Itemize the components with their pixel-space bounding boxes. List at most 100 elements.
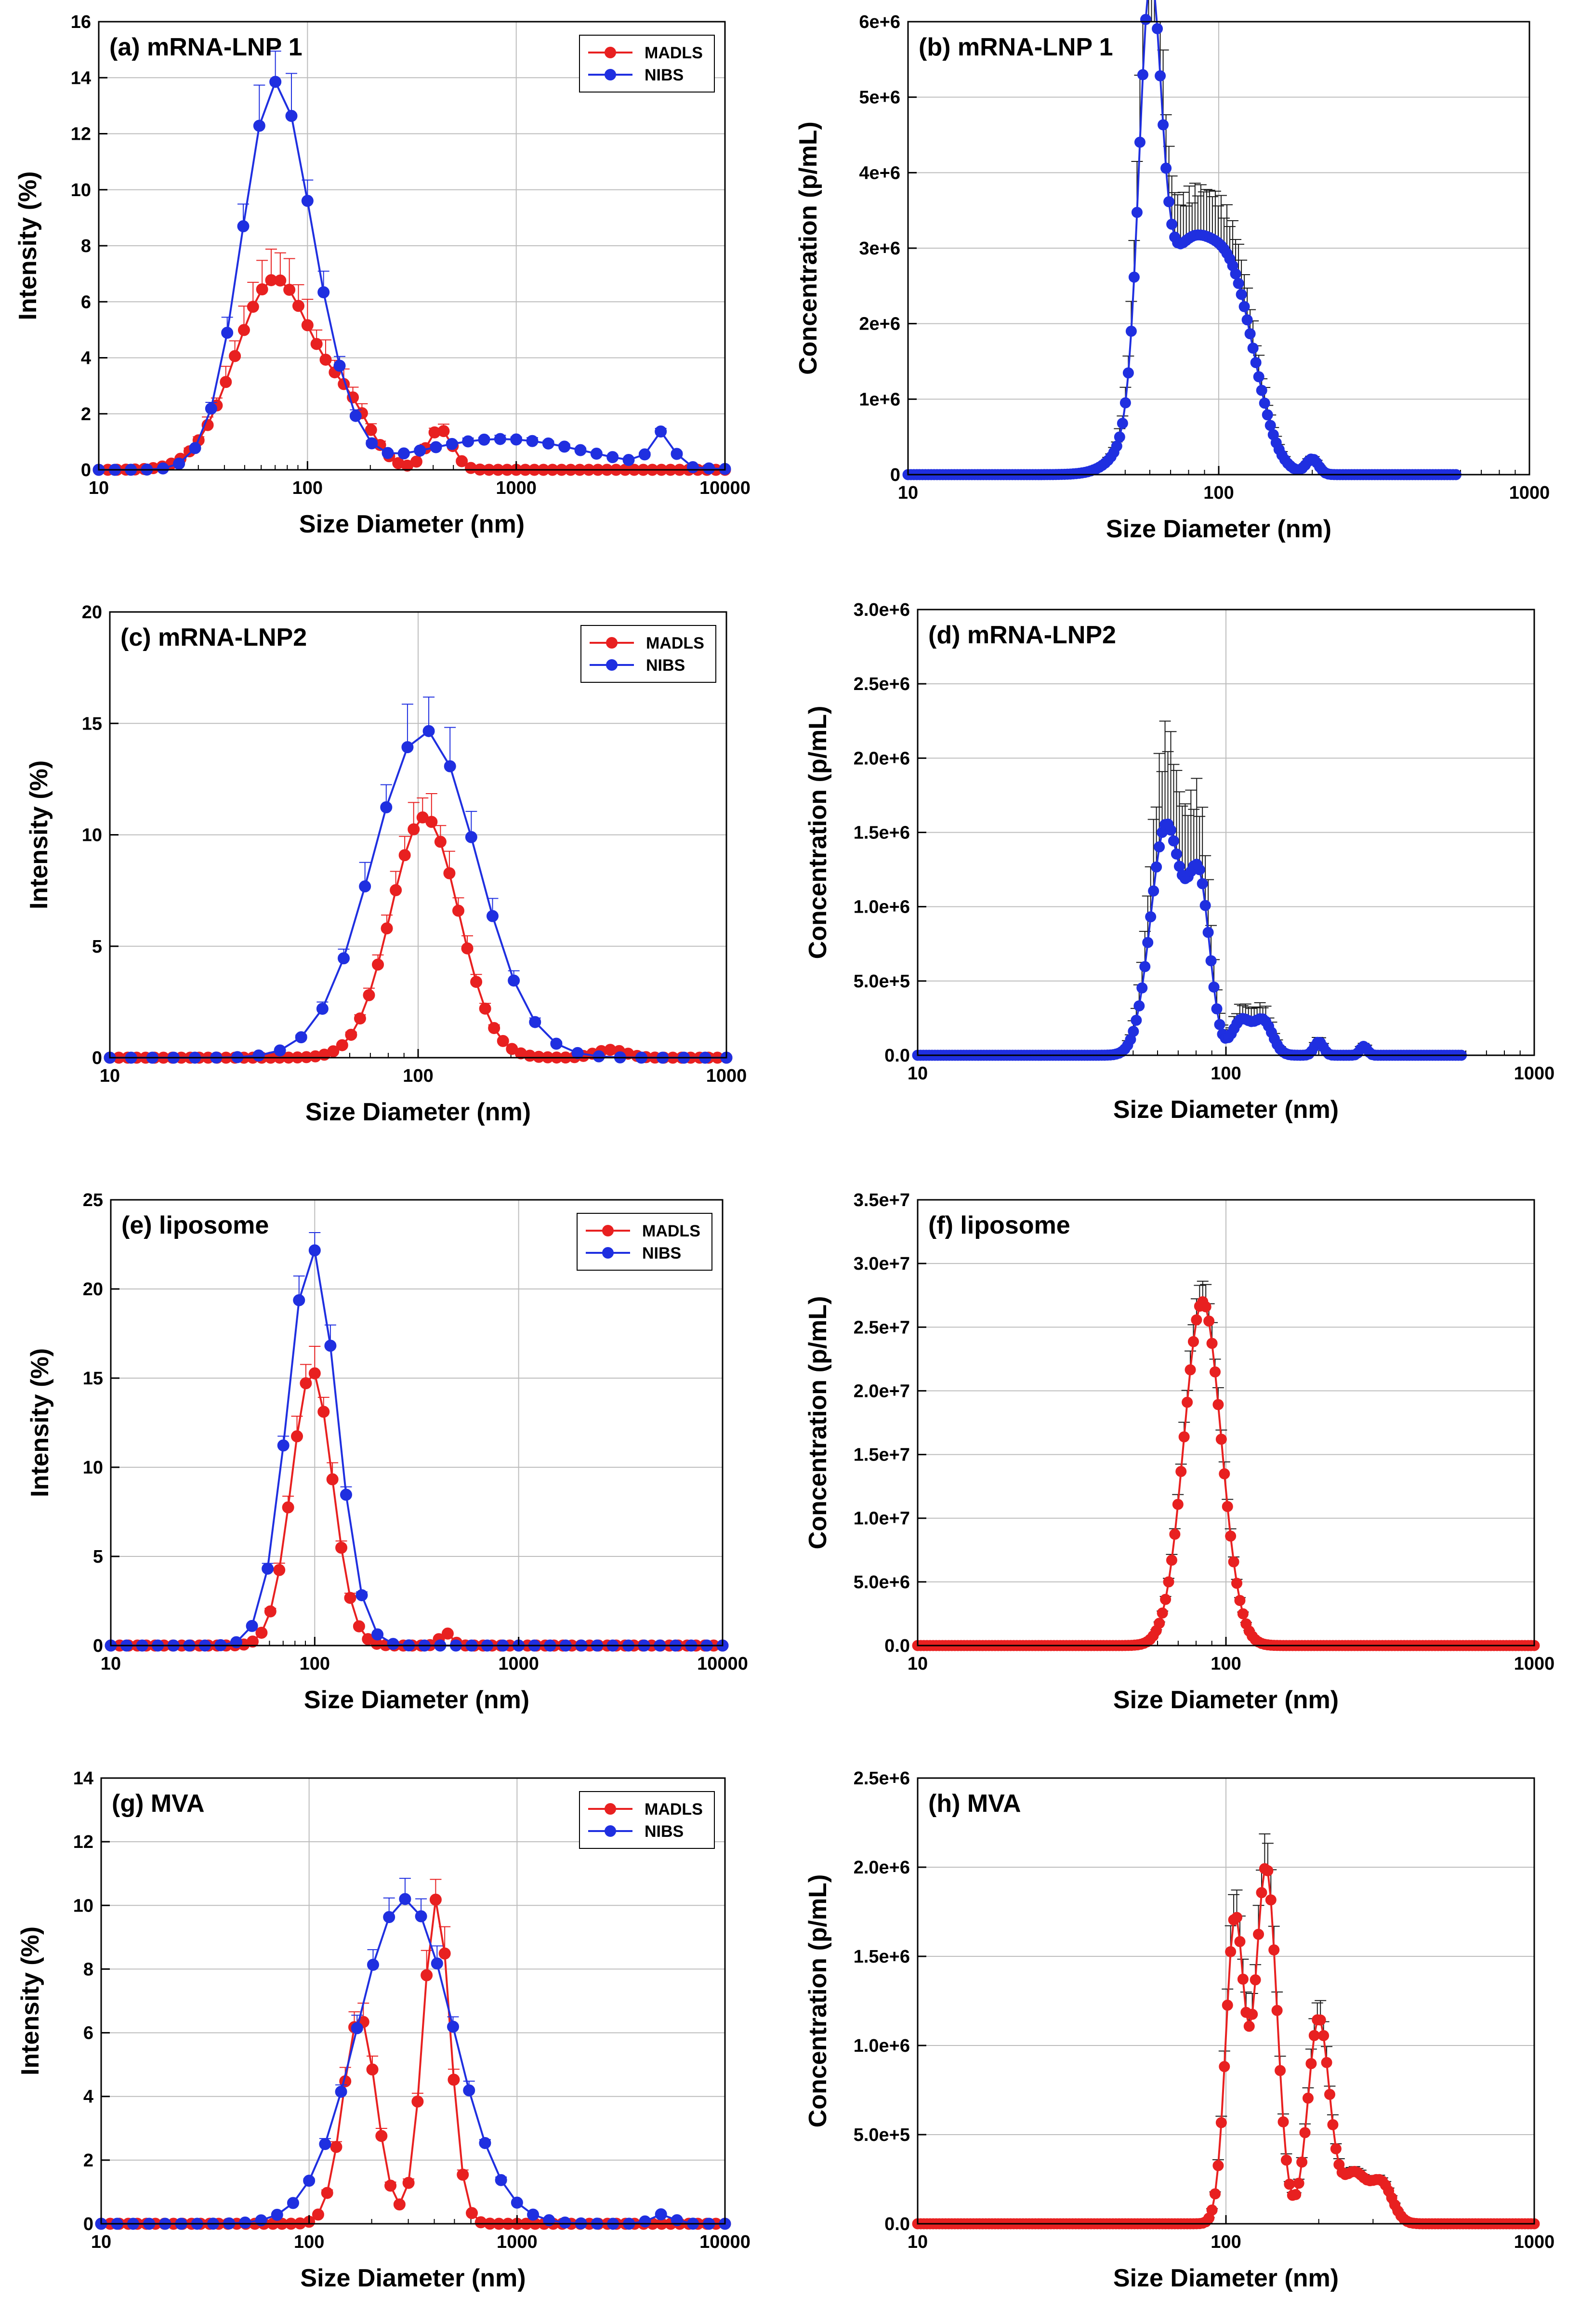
data-point xyxy=(1175,1466,1187,1477)
chart-panel-c: 10 100 1000 0 5 10 15 20 (c) mRNA-LNP2 Size Diame… xyxy=(25,602,747,1126)
y-tick-label: 1.0e+6 xyxy=(854,2036,910,2056)
data-point xyxy=(421,1969,433,1981)
y-tick-label: 5e+6 xyxy=(859,88,900,108)
data-point xyxy=(291,1430,303,1443)
chart-panel-d: 10 100 1000 0.0 5.0e+5 1.0e+6 1.5e+6 2.0e+6 2.5e… xyxy=(804,600,1554,1124)
data-point xyxy=(558,440,571,453)
data-point xyxy=(1199,900,1211,911)
data-point xyxy=(1140,13,1151,25)
x-tick-label: 1000 xyxy=(1514,1654,1555,1674)
x-tick-label: 10 xyxy=(908,1654,928,1674)
chart-panel-b: 10 100 1000 0 1e+6 2e+6 3e+6 4e+6 5e+6 6e+6 (b) mR… xyxy=(794,0,1550,543)
legend-box xyxy=(577,1213,712,1271)
data-point xyxy=(1253,371,1264,383)
data-point xyxy=(1117,418,1128,429)
data-point xyxy=(1247,2008,1258,2020)
y-tick-label: 0 xyxy=(92,1048,102,1068)
data-point xyxy=(344,1592,356,1604)
data-point xyxy=(1318,2030,1330,2041)
data-point xyxy=(384,2179,397,2192)
data-point xyxy=(1315,2014,1326,2026)
y-tick-label: 1e+6 xyxy=(859,389,900,410)
data-point xyxy=(1212,1399,1224,1410)
data-point xyxy=(1209,2188,1221,2200)
y-tick-label: 10 xyxy=(82,825,102,846)
data-point xyxy=(1187,1336,1199,1347)
data-point xyxy=(375,2130,388,2142)
data-point xyxy=(380,801,393,813)
data-point xyxy=(1208,982,1220,993)
y-axis-label: Intensity (%) xyxy=(16,1926,44,2075)
data-point xyxy=(295,1031,307,1044)
data-point xyxy=(1157,1607,1168,1619)
data-point xyxy=(1262,1865,1274,1876)
legend-marker xyxy=(602,1225,614,1236)
data-point xyxy=(173,457,185,470)
x-tick-label: 10 xyxy=(908,1063,928,1084)
x-tick-label: 100 xyxy=(1211,1654,1241,1674)
data-point xyxy=(300,1377,312,1390)
data-point xyxy=(1142,937,1154,948)
x-axis-label: Size Diameter (nm) xyxy=(1106,515,1331,543)
data-point xyxy=(1205,955,1217,967)
data-point xyxy=(1225,1946,1237,1957)
x-axis-label: Size Diameter (nm) xyxy=(300,2264,526,2292)
data-point xyxy=(359,880,371,893)
data-point xyxy=(264,1605,276,1618)
data-point xyxy=(317,286,330,299)
data-point xyxy=(686,461,699,473)
y-tick-label: 2.0e+6 xyxy=(854,1858,910,1878)
y-axis-label: Concentration (p/mL) xyxy=(804,1874,832,2128)
data-point xyxy=(510,433,523,446)
data-point xyxy=(1166,1554,1177,1566)
data-point xyxy=(1259,398,1270,409)
data-point xyxy=(1222,1999,1233,2011)
x-tick-label: 10000 xyxy=(699,478,750,498)
y-axis-label: Concentration (p/mL) xyxy=(804,1296,832,1550)
data-point xyxy=(1160,162,1172,174)
data-point xyxy=(1280,2154,1292,2166)
data-point xyxy=(1152,23,1163,34)
data-point xyxy=(1191,1314,1202,1326)
data-point xyxy=(282,1501,294,1514)
data-point xyxy=(1250,357,1262,368)
x-tick-label: 100 xyxy=(294,2232,324,2252)
x-tick-label: 10 xyxy=(101,1654,121,1674)
data-point xyxy=(411,2095,424,2108)
y-tick-label: 4 xyxy=(81,348,91,369)
data-point xyxy=(1137,69,1148,80)
data-point xyxy=(470,976,483,988)
y-tick-label: 2 xyxy=(83,2151,93,2171)
x-tick-label: 100 xyxy=(1203,483,1234,503)
y-tick-label: 6e+6 xyxy=(859,12,900,32)
data-point xyxy=(465,831,477,843)
data-point xyxy=(229,350,241,362)
data-point xyxy=(1168,835,1179,847)
data-point xyxy=(285,110,298,122)
data-point xyxy=(1293,2178,1304,2189)
x-tick-label: 1000 xyxy=(496,478,537,498)
legend-label-nibs: NIBS xyxy=(645,66,684,84)
y-tick-label: 4 xyxy=(83,2087,93,2107)
x-tick-label: 10000 xyxy=(697,1654,748,1674)
data-point xyxy=(247,301,259,313)
data-point xyxy=(542,437,554,450)
data-point xyxy=(255,1626,268,1639)
data-point xyxy=(1244,328,1256,340)
data-point xyxy=(511,2196,523,2209)
data-point xyxy=(1231,1912,1243,1923)
data-point xyxy=(1163,196,1175,208)
y-tick-label: 6 xyxy=(81,292,91,312)
data-point xyxy=(271,2208,283,2221)
legend-marker xyxy=(605,1803,616,1815)
data-point xyxy=(703,462,715,475)
data-point xyxy=(622,454,635,466)
y-tick-label: 20 xyxy=(83,1279,103,1300)
data-point xyxy=(335,2085,347,2098)
panel-title: (d) mRNA-LNP2 xyxy=(928,621,1116,649)
panel-title: (f) liposome xyxy=(928,1211,1070,1239)
x-tick-label: 1000 xyxy=(1509,483,1550,503)
legend-marker xyxy=(602,1247,614,1259)
series-nta xyxy=(912,720,1467,1061)
legend: MADLS NIBS xyxy=(580,625,716,683)
